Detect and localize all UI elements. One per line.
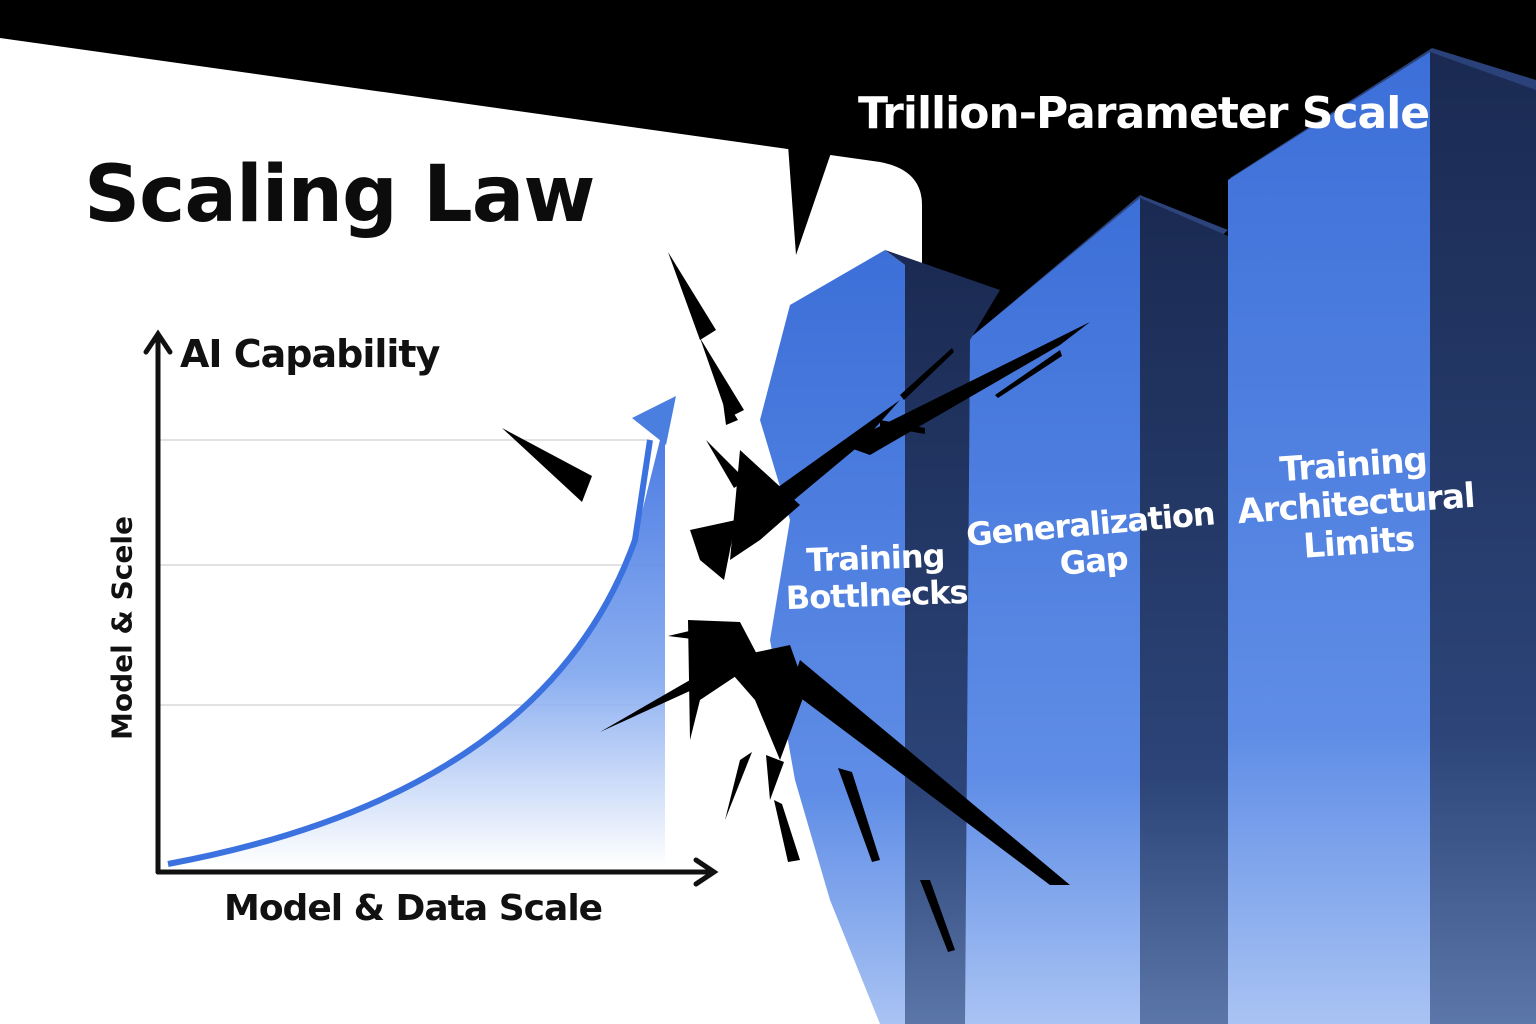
bar-3-side [1430, 52, 1536, 1024]
axes [143, 329, 719, 887]
main-title: Scaling Law [84, 150, 595, 240]
curve-arrow-head [632, 396, 676, 445]
bar-3-label: Training Architectural Limits [1234, 438, 1479, 572]
bar-1-label-line-2: Bottlnecks [785, 572, 969, 617]
crack-shards [502, 252, 1090, 952]
x-axis-label: Model & Data Scale [224, 888, 603, 929]
bar-3-front [1228, 52, 1430, 1024]
bar-2-front [965, 198, 1140, 1024]
white-panel [0, 38, 922, 1024]
trillion-parameter-title: Trillion-Parameter Scale [858, 88, 1430, 139]
capability-curve [167, 439, 653, 867]
y-axis-label: AI Capability [180, 332, 440, 376]
bar-1-side [885, 250, 1000, 1024]
bar-1-label: Training Bottlnecks [784, 537, 968, 617]
capability-curve-fill [168, 440, 665, 866]
side-axis-label: Model & Scele [105, 516, 139, 740]
shard [788, 145, 832, 255]
bar-2-side [1140, 198, 1228, 1024]
